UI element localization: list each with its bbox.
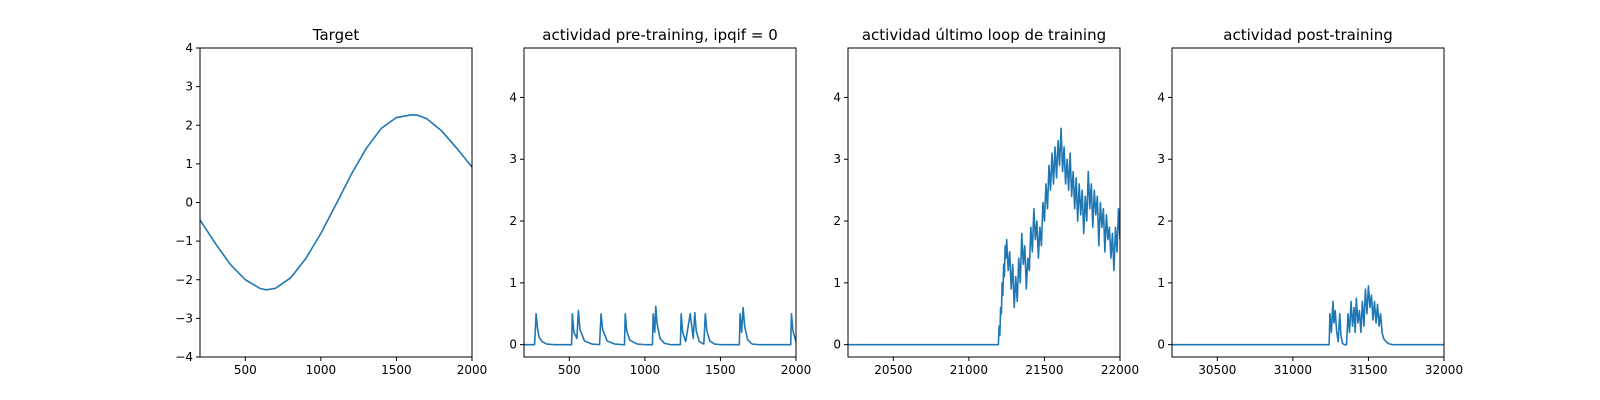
x-tick-label: 1500 (705, 363, 736, 377)
panel-target: Target 500 1000 1500 2000 −4 −3 −2 −1 0 1 2 3 4 (175, 26, 487, 377)
plot-layer: 500 1000 1500 2000 −4 −3 −2 −1 0 1 2 3 4 (175, 41, 487, 377)
series-line (524, 305, 796, 346)
axes-frame (523, 47, 797, 358)
y-tick-label: 2 (509, 214, 517, 228)
series-line (848, 127, 1120, 346)
y-tick-label: 4 (185, 41, 193, 55)
x-tick-label: 31500 (1349, 363, 1387, 377)
y-tick-label: 1 (509, 276, 517, 290)
y-tick-label: 1 (833, 276, 841, 290)
series-line (200, 114, 472, 291)
plot-layer: 20500 21000 21500 22000 0 1 2 3 4 (833, 47, 1139, 377)
y-tick-label: 3 (833, 152, 841, 166)
y-tick-label: 0 (833, 338, 841, 352)
y-tick-label: 0 (185, 196, 193, 210)
x-tick-label: 31000 (1274, 363, 1312, 377)
panel-title: actividad pre-training, ipqif = 0 (542, 26, 778, 44)
series-line (1172, 285, 1444, 346)
x-tick-label: 1500 (381, 363, 412, 377)
axes-frame (847, 47, 1121, 358)
x-tick-label: 21000 (950, 363, 988, 377)
y-tick-label: −3 (175, 311, 193, 325)
y-tick-label: 2 (185, 118, 193, 132)
y-tick-label: 4 (509, 90, 517, 104)
x-tick-label: 500 (234, 363, 257, 377)
x-tick-label: 1000 (306, 363, 337, 377)
panel-title: actividad post-training (1223, 26, 1392, 44)
x-tick-label: 20500 (874, 363, 912, 377)
plot-layer: 500 1000 1500 2000 0 1 2 3 4 (509, 47, 812, 377)
x-tick-label: 500 (558, 363, 581, 377)
x-tick-label: 1000 (630, 363, 661, 377)
panel-title: Target (312, 26, 360, 44)
y-tick-label: −4 (175, 350, 193, 364)
x-tick-label: 30500 (1198, 363, 1236, 377)
y-tick-label: 1 (185, 157, 193, 171)
y-tick-label: −1 (175, 234, 193, 248)
panel-post-training: actividad post-training 30500 31000 31500 3… (1157, 26, 1463, 377)
panel-last-training-loop: actividad último loop de training 20500 2… (833, 26, 1139, 377)
panel-title: actividad último loop de training (862, 26, 1106, 44)
x-tick-label: 2000 (457, 363, 488, 377)
y-tick-label: 0 (1157, 338, 1165, 352)
axes-frame (1171, 47, 1445, 358)
x-tick-label: 2000 (781, 363, 812, 377)
y-tick-label: 4 (1157, 90, 1165, 104)
y-tick-label: 3 (509, 152, 517, 166)
y-tick-label: 3 (185, 80, 193, 94)
panel-pre-training: actividad pre-training, ipqif = 0 500 100… (509, 26, 811, 377)
x-tick-label: 22000 (1101, 363, 1139, 377)
y-tick-label: 2 (1157, 214, 1165, 228)
plot-layer: 30500 31000 31500 32000 0 1 2 3 4 (1157, 47, 1463, 377)
x-tick-label: 21500 (1025, 363, 1063, 377)
y-tick-label: 1 (1157, 276, 1165, 290)
y-tick-label: 4 (833, 90, 841, 104)
y-tick-label: −2 (175, 273, 193, 287)
y-tick-label: 2 (833, 214, 841, 228)
y-tick-label: 3 (1157, 152, 1165, 166)
y-tick-label: 0 (509, 338, 517, 352)
x-tick-label: 32000 (1425, 363, 1463, 377)
